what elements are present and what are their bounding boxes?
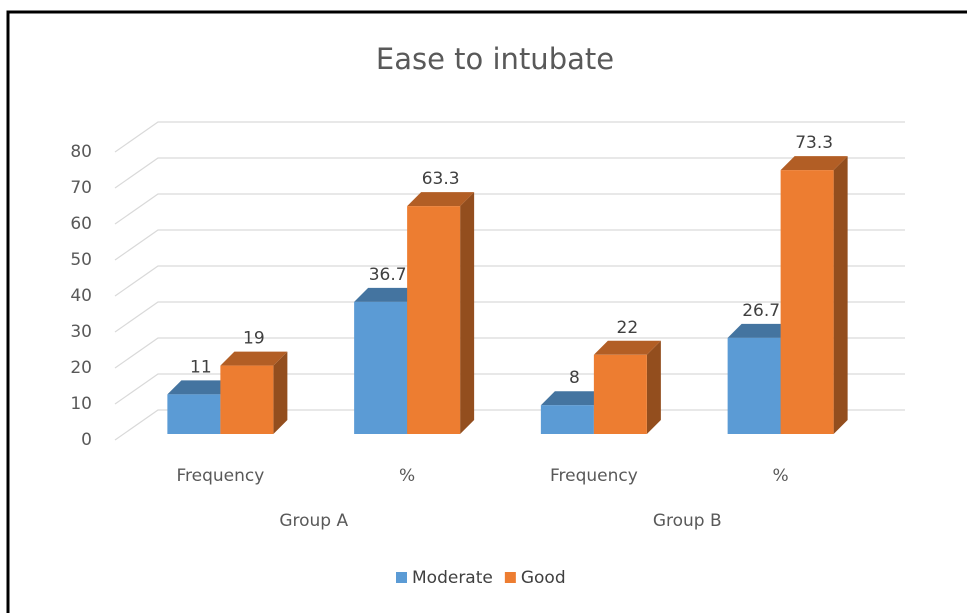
bar-side <box>273 351 288 434</box>
data-label: 36.7 <box>369 265 407 285</box>
bar-top <box>727 323 795 338</box>
bar-top <box>354 287 422 302</box>
y-tick-label: 50 <box>70 250 92 270</box>
bar <box>727 337 781 434</box>
y-tick-label: 70 <box>70 178 92 198</box>
x-tick-label: Frequency <box>550 466 638 486</box>
grid-line <box>114 229 905 261</box>
grid-line <box>114 157 905 189</box>
chart-title: Ease to intubate <box>376 42 614 76</box>
grid-line <box>114 193 905 225</box>
y-tick-label: 60 <box>70 214 92 234</box>
bar-top <box>540 391 608 406</box>
legend-label: Good <box>521 568 566 588</box>
y-tick-label: 40 <box>70 286 92 306</box>
grid-line <box>114 121 905 153</box>
y-tick-label: 20 <box>70 358 92 378</box>
data-label: 63.3 <box>422 169 460 189</box>
y-tick-label: 10 <box>70 394 92 414</box>
data-label: 11 <box>190 357 212 377</box>
data-label: 8 <box>569 368 580 388</box>
bar-top <box>593 340 661 355</box>
bar-top <box>220 351 288 366</box>
bar <box>167 394 221 434</box>
bar-side <box>833 156 848 434</box>
bar-top <box>780 156 848 171</box>
y-tick-label: 0 <box>81 430 92 450</box>
group-label: Group B <box>653 511 722 531</box>
bar-side <box>646 340 661 434</box>
bar <box>354 301 408 434</box>
grid-line <box>114 265 905 297</box>
bar-side <box>460 192 475 434</box>
data-label: 22 <box>617 318 639 338</box>
legend-swatch <box>504 572 516 583</box>
group-label: Group A <box>279 511 348 531</box>
grid-line <box>114 301 905 333</box>
bar <box>780 170 834 434</box>
bar <box>593 354 647 434</box>
x-tick-label: Frequency <box>176 466 264 486</box>
data-label: 73.3 <box>795 133 833 153</box>
grid-line <box>114 337 905 369</box>
data-label: 19 <box>243 329 265 349</box>
bar <box>540 405 594 434</box>
y-tick-label: 80 <box>70 142 92 162</box>
legend-swatch <box>396 572 407 583</box>
legend-label: Moderate <box>412 568 493 588</box>
bar <box>407 206 461 434</box>
frame <box>6 10 967 613</box>
x-tick-label: % <box>399 466 415 486</box>
bar-top <box>407 192 475 207</box>
x-tick-label: % <box>773 466 789 486</box>
y-tick-label: 30 <box>70 322 92 342</box>
bar-top <box>167 380 235 395</box>
bar <box>220 365 274 434</box>
data-label: 26.7 <box>742 301 780 321</box>
